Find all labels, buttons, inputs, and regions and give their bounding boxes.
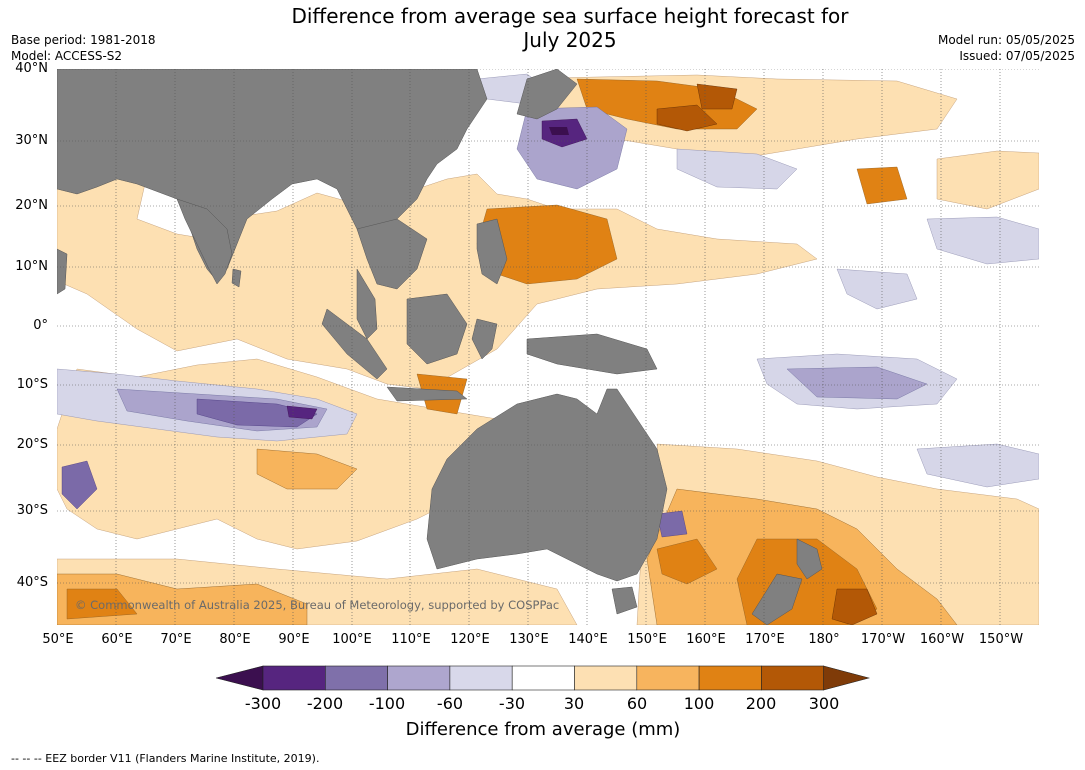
lat-label: 0° (33, 318, 48, 333)
lat-label: 20°N (15, 198, 48, 213)
indochina-peninsula (356, 218, 428, 290)
lat-label: 10°N (15, 259, 48, 274)
colorbar-bin (698, 665, 762, 691)
colorbar-bin (574, 665, 638, 691)
colorbar-bin (449, 665, 513, 691)
colorbar-bin (636, 665, 700, 691)
lon-label: 90°E (278, 632, 310, 647)
new-zealand-north-island (796, 538, 823, 580)
philippines-islands (476, 218, 508, 285)
new-guinea-island (526, 333, 658, 375)
borneo-island (406, 293, 468, 365)
lon-label: 170°W (860, 632, 906, 647)
negative-anomaly-layer (57, 73, 1039, 538)
colorbar-tick-label: 300 (808, 694, 840, 713)
colorbar-extend-max (823, 665, 870, 691)
lon-label: 150°E (627, 632, 667, 647)
lat-label: 40°N (15, 61, 48, 76)
java-island (386, 386, 468, 402)
lon-label: 130°E (509, 632, 549, 647)
colorbar-tick-label: -200 (306, 694, 344, 713)
lon-label: 160°W (919, 632, 965, 647)
lon-label: 80°E (219, 632, 251, 647)
tasmania-island (611, 586, 638, 615)
base-period-text: Base period: 1981-2018 (11, 33, 156, 47)
malay-peninsula (356, 268, 378, 340)
meta-left: Base period: 1981-2018 Model: ACCESS-S2 (11, 32, 156, 64)
japan-island (516, 69, 578, 120)
colorbar-tick-label: 200 (745, 694, 777, 713)
lon-label: 120°E (450, 632, 490, 647)
model-text: Model: ACCESS-S2 (11, 49, 123, 63)
colorbar-bin (761, 665, 825, 691)
australia-landmass (426, 388, 668, 582)
colorbar-tick-label: 100 (683, 694, 715, 713)
chart-title: Difference from average sea surface heig… (0, 4, 1085, 52)
colorbar-tick-label: 30 (563, 694, 585, 713)
colorbar-bin (325, 665, 388, 691)
lon-label: 160°E (686, 632, 726, 647)
colorbar-tick-label: -30 (498, 694, 526, 713)
lon-label: 140°E (568, 632, 608, 647)
lat-label: 30°S (16, 503, 48, 518)
copyright-watermark: © Commonwealth of Australia 2025, Bureau… (75, 598, 559, 612)
colorbar-bin (511, 665, 575, 691)
meta-right: Model run: 05/05/2025 Issued: 07/05/2025 (938, 32, 1075, 64)
lat-label: 30°N (15, 133, 48, 148)
colorbar-extend-min (216, 665, 264, 691)
model-run-text: Model run: 05/05/2025 (937, 33, 1075, 47)
title-line-2: July 2025 (523, 28, 617, 52)
colorbar-bin (262, 665, 326, 691)
title-line-1: Difference from average sea surface heig… (291, 4, 849, 28)
issued-text: Issued: 07/05/2025 (959, 49, 1075, 63)
lon-label: 180° (808, 632, 840, 647)
colorbar-tick-label: -300 (244, 694, 282, 713)
lon-label: 150°W (978, 632, 1024, 647)
madagascar-island (57, 248, 68, 295)
eez-border-note: -- -- -- EEZ border V11 (Flanders Marine… (11, 752, 320, 765)
colorbar (216, 665, 870, 691)
lat-label: 20°S (16, 437, 48, 452)
lon-label: 60°E (101, 632, 133, 647)
land-layer (57, 69, 823, 625)
lon-label: 70°E (160, 632, 192, 647)
colorbar-title: Difference from average (mm) (405, 719, 681, 740)
new-zealand-south-island (751, 573, 803, 625)
sea-surface-height-map: © Commonwealth of Australia 2025, Bureau… (57, 69, 1039, 625)
lon-label: 110°E (391, 632, 431, 647)
lat-label: 40°S (16, 575, 48, 590)
colorbar-bin (387, 665, 451, 691)
lon-label: 100°E (332, 632, 372, 647)
colorbar-tick-label: -60 (436, 694, 464, 713)
indian-peninsula (176, 198, 233, 285)
lon-label: 50°E (42, 632, 74, 647)
lon-label: 170°E (745, 632, 785, 647)
sumatra-island (321, 308, 388, 380)
colorbar-tick-label: 60 (626, 694, 648, 713)
sulawesi-island (471, 318, 498, 360)
lat-label: 10°S (16, 377, 48, 392)
colorbar-tick-label: -100 (368, 694, 406, 713)
